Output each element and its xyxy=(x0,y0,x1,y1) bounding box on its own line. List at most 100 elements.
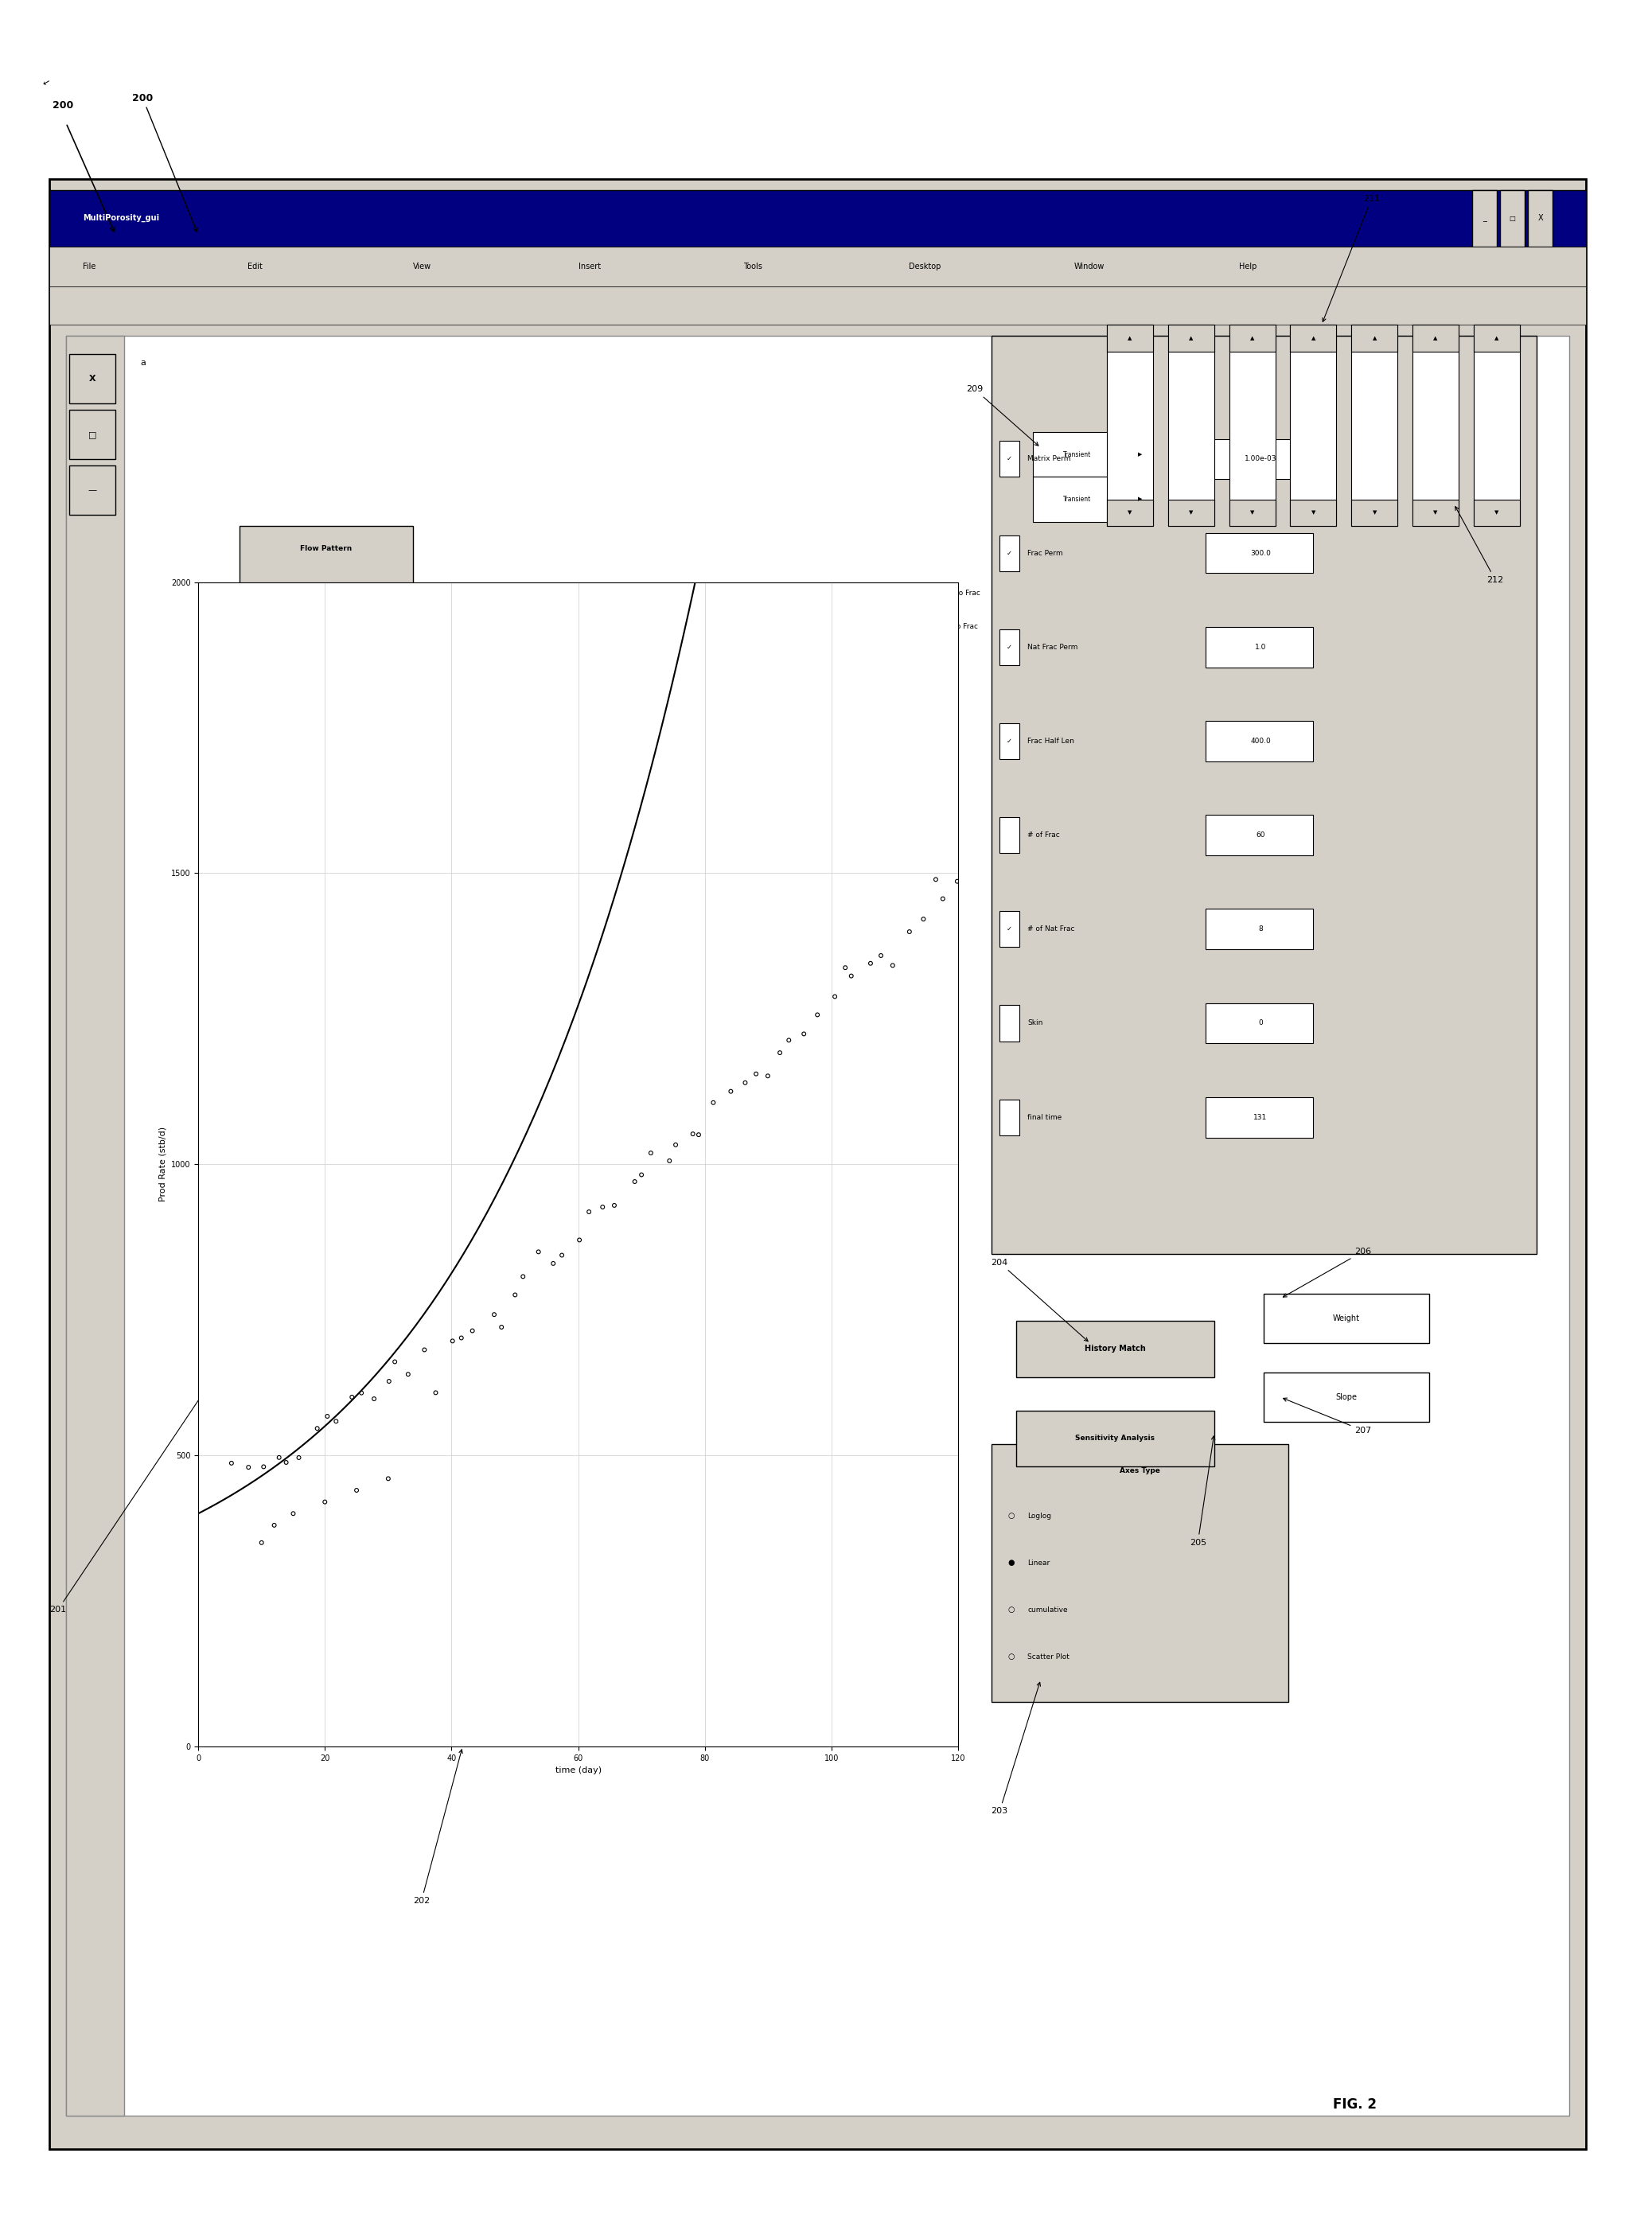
Text: ▲: ▲ xyxy=(1495,336,1498,340)
Text: a: a xyxy=(140,358,145,367)
FancyBboxPatch shape xyxy=(999,1099,1019,1135)
FancyBboxPatch shape xyxy=(1351,325,1398,352)
Point xyxy=(411,1332,438,1368)
Text: Sensitivity Analysis: Sensitivity Analysis xyxy=(1075,1435,1155,1442)
Text: ✓: ✓ xyxy=(1006,549,1013,558)
FancyBboxPatch shape xyxy=(1264,1373,1429,1422)
Text: 60: 60 xyxy=(1256,831,1265,840)
Point xyxy=(755,1059,781,1095)
FancyBboxPatch shape xyxy=(991,1444,1289,1702)
Point xyxy=(218,1444,244,1480)
Point xyxy=(922,862,948,898)
Text: ▲: ▲ xyxy=(1373,336,1376,340)
Point xyxy=(743,1057,770,1093)
Text: 203: 203 xyxy=(991,1681,1041,1816)
Point xyxy=(805,996,831,1032)
Point xyxy=(314,1399,340,1435)
Point xyxy=(700,1084,727,1120)
Text: ✓: ✓ xyxy=(1006,455,1013,463)
Point xyxy=(502,1276,529,1312)
FancyBboxPatch shape xyxy=(1128,477,1151,522)
Point xyxy=(567,1222,593,1258)
FancyBboxPatch shape xyxy=(1168,325,1214,352)
Text: ▲: ▲ xyxy=(1312,336,1315,340)
Text: MultiPorosity_gui: MultiPorosity_gui xyxy=(83,215,159,222)
Text: ●: ● xyxy=(1008,1558,1014,1567)
Text: ▲: ▲ xyxy=(1251,336,1254,340)
X-axis label: time (day): time (day) xyxy=(555,1767,601,1776)
Point xyxy=(322,1404,349,1440)
Point xyxy=(628,1158,654,1193)
FancyBboxPatch shape xyxy=(240,526,413,672)
Text: ○: ○ xyxy=(253,627,259,636)
FancyBboxPatch shape xyxy=(50,179,1586,2149)
Text: 204: 204 xyxy=(991,1258,1089,1341)
Text: View: View xyxy=(413,262,431,271)
FancyBboxPatch shape xyxy=(1206,1097,1313,1137)
Text: 209: 209 xyxy=(966,385,1039,446)
Text: ○: ○ xyxy=(1008,1605,1014,1614)
FancyBboxPatch shape xyxy=(1206,1003,1313,1043)
Point xyxy=(679,1115,705,1151)
Point xyxy=(395,1357,421,1393)
Text: Frac Half Len: Frac Half Len xyxy=(1028,737,1074,746)
Text: 1.00e-03: 1.00e-03 xyxy=(1244,455,1277,463)
FancyBboxPatch shape xyxy=(1032,477,1123,522)
FancyBboxPatch shape xyxy=(1474,325,1520,526)
Point xyxy=(510,1258,537,1294)
Text: Edit: Edit xyxy=(248,262,263,271)
Text: Slope: Slope xyxy=(1335,1393,1358,1402)
FancyBboxPatch shape xyxy=(1264,1294,1429,1343)
Text: 200: 200 xyxy=(132,92,197,233)
Text: Transient: Transient xyxy=(1064,495,1090,504)
Text: 205: 205 xyxy=(1189,1435,1214,1547)
Point xyxy=(459,1312,486,1348)
FancyBboxPatch shape xyxy=(1412,325,1459,526)
Text: File: File xyxy=(83,262,96,271)
Point xyxy=(344,1473,370,1509)
FancyBboxPatch shape xyxy=(1290,325,1336,352)
Text: Loglog: Loglog xyxy=(1028,1511,1051,1520)
Text: Nat Frac Perm: Nat Frac Perm xyxy=(1028,643,1079,652)
Text: 207: 207 xyxy=(1284,1397,1371,1435)
FancyBboxPatch shape xyxy=(1128,432,1151,477)
Point xyxy=(838,958,864,994)
FancyBboxPatch shape xyxy=(999,535,1019,571)
Text: 8: 8 xyxy=(1259,925,1262,934)
Point xyxy=(439,1323,466,1359)
Text: Transient: Transient xyxy=(1064,450,1090,459)
Text: Skin: Skin xyxy=(1028,1019,1042,1028)
FancyBboxPatch shape xyxy=(999,1005,1019,1041)
Point xyxy=(261,1507,287,1543)
Point xyxy=(930,880,957,916)
Text: ←: ← xyxy=(41,78,51,87)
Point xyxy=(375,1460,401,1496)
FancyBboxPatch shape xyxy=(1229,499,1275,526)
Point xyxy=(375,1364,401,1399)
Point xyxy=(273,1444,299,1480)
Point xyxy=(621,1164,648,1200)
Text: _: _ xyxy=(1482,215,1487,222)
Text: 131: 131 xyxy=(1254,1113,1267,1122)
Point xyxy=(248,1525,274,1561)
Point xyxy=(360,1381,387,1417)
FancyBboxPatch shape xyxy=(1206,815,1313,855)
FancyBboxPatch shape xyxy=(1229,325,1275,526)
FancyBboxPatch shape xyxy=(1032,432,1123,477)
Text: Matrix Perm: Matrix Perm xyxy=(1028,455,1070,463)
FancyBboxPatch shape xyxy=(1206,533,1313,573)
FancyBboxPatch shape xyxy=(50,190,1586,246)
Point xyxy=(767,1034,793,1070)
Point xyxy=(601,1187,628,1222)
Point xyxy=(304,1411,330,1446)
FancyBboxPatch shape xyxy=(1528,190,1553,246)
Text: 200: 200 xyxy=(53,101,74,110)
Text: ●: ● xyxy=(253,582,259,591)
FancyBboxPatch shape xyxy=(66,336,1569,2116)
Text: History Match: History Match xyxy=(1085,1346,1145,1352)
Text: Flow Pattern: Flow Pattern xyxy=(301,544,352,553)
Point xyxy=(423,1375,449,1411)
Point xyxy=(662,1126,689,1162)
Text: final time: final time xyxy=(1028,1113,1062,1122)
Point xyxy=(525,1234,552,1270)
